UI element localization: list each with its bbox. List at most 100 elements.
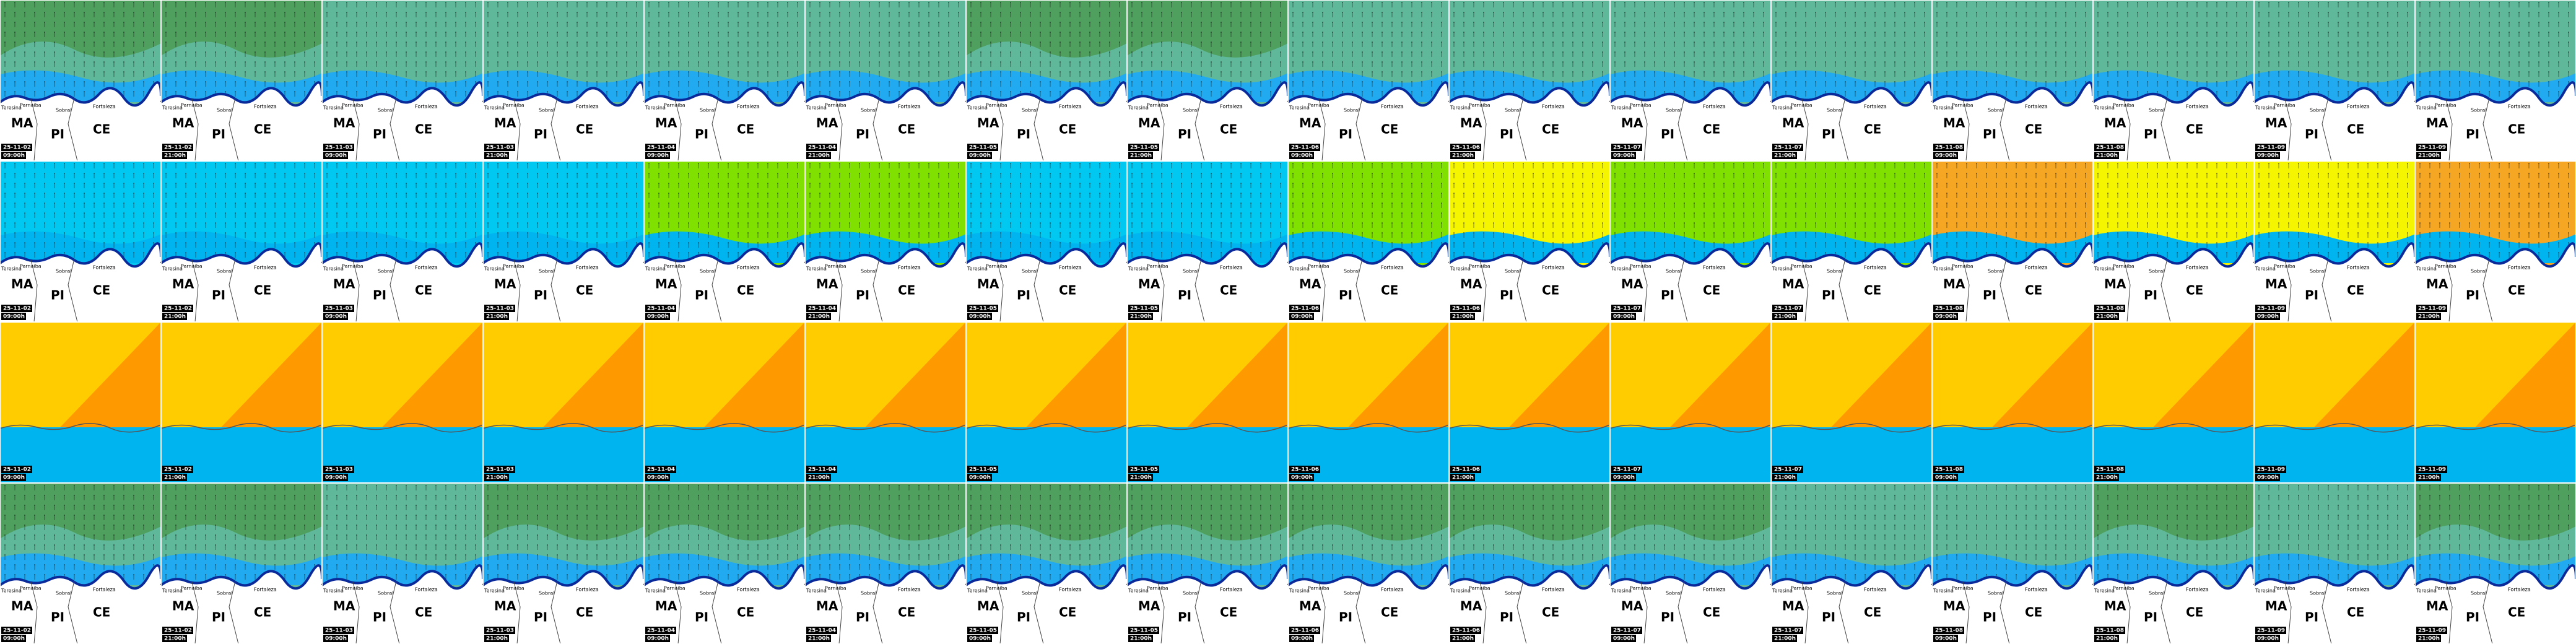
border	[191, 97, 239, 162]
border	[1801, 97, 1849, 162]
date-box	[1, 144, 32, 151]
land	[805, 243, 966, 322]
time-box	[2416, 152, 2441, 159]
state-label: PI	[1983, 127, 1996, 142]
date-box	[1, 627, 32, 634]
state-label: PI	[1339, 288, 1352, 303]
city-label: Teresina	[967, 266, 988, 272]
sea	[966, 427, 1127, 483]
city-label: Parnaíba	[2435, 103, 2456, 108]
date-label: 25-11-04	[808, 145, 836, 151]
city-label: Parnaíba	[20, 586, 41, 591]
city-label: Teresina	[1128, 105, 1149, 111]
city-label: Teresina	[645, 588, 666, 594]
border	[835, 580, 883, 644]
sea	[161, 427, 322, 483]
state-label: PI	[856, 610, 869, 625]
land	[483, 565, 644, 644]
city-label: Sobral	[1988, 269, 2003, 274]
border	[1157, 258, 1205, 323]
land	[1449, 565, 1610, 644]
state-label: PI	[1983, 610, 1996, 625]
time-label: 21:00h	[808, 636, 830, 642]
city-label: Sobral	[2310, 108, 2325, 113]
time-label: 09:00h	[647, 153, 669, 159]
coastline	[965, 242, 1128, 268]
state-label: PI	[373, 127, 386, 142]
border	[1640, 580, 1688, 644]
state-label: MA	[11, 599, 33, 614]
city-label: Fortaleza	[737, 265, 760, 271]
time-box	[2416, 635, 2441, 642]
border	[2123, 97, 2171, 162]
date-label: 25-11-08	[2096, 306, 2124, 312]
state-label: MA	[1138, 277, 1160, 292]
land	[1771, 82, 1932, 161]
time-box	[323, 152, 348, 159]
city-label: Teresina	[1772, 588, 1793, 594]
city-label: Sobral	[1505, 108, 1520, 113]
tile-frame	[966, 161, 1127, 322]
border	[835, 258, 883, 323]
tile-frame	[1449, 0, 1610, 161]
arrow-field	[2093, 483, 2254, 582]
land	[2093, 565, 2254, 644]
city-label: Sobral	[217, 108, 232, 113]
city-label: Teresina	[323, 266, 344, 272]
sea	[1127, 427, 1288, 483]
land	[1288, 82, 1449, 161]
date-box	[484, 627, 515, 634]
date-box	[2255, 144, 2286, 151]
tile-frame	[1610, 322, 1771, 483]
border	[674, 97, 722, 162]
time-box	[484, 313, 509, 320]
time-box	[1772, 152, 1797, 159]
state-label: CE	[1703, 283, 1720, 298]
land	[2254, 565, 2415, 644]
date-label: 25-11-02	[3, 145, 31, 151]
tile-frame	[644, 322, 805, 483]
state-label: MA	[2426, 116, 2448, 131]
city-label: Sobral	[2471, 108, 2486, 113]
city-label: Parnaíba	[1791, 103, 1812, 108]
tile-frame	[1610, 0, 1771, 161]
date-label: 25-11-06	[1291, 145, 1319, 151]
city-label: Sobral	[378, 108, 393, 113]
date-box	[2416, 144, 2447, 151]
city-label: Fortaleza	[576, 265, 599, 271]
date-label: 25-11-07	[1774, 467, 1802, 473]
coastline	[0, 81, 162, 107]
city-label: Fortaleza	[254, 104, 277, 110]
coastline	[321, 81, 484, 107]
tile-frame	[805, 322, 966, 483]
city-label: Teresina	[806, 266, 827, 272]
city-label: Parnaíba	[1791, 264, 1812, 269]
coastline	[2092, 81, 2255, 107]
city-label: Sobral	[2471, 269, 2486, 274]
time-label: 09:00h	[1935, 475, 1957, 481]
state-label: PI	[1661, 288, 1674, 303]
city-label: Teresina	[2255, 105, 2276, 111]
arrow-field	[1449, 483, 1610, 582]
date-label: 25-11-09	[2257, 628, 2285, 634]
city-label: Parnaíba	[342, 264, 363, 269]
state-label: MA	[333, 599, 355, 614]
date-label: 25-11-02	[3, 467, 31, 473]
date-box	[323, 466, 354, 473]
arrow-field	[2415, 0, 2576, 99]
state-label: PI	[695, 288, 708, 303]
city-label: Parnaíba	[1952, 586, 1973, 591]
city-label: Fortaleza	[1864, 104, 1887, 110]
state-label: CE	[576, 283, 593, 298]
city-label: Parnaíba	[20, 264, 41, 269]
tile-frame	[1449, 322, 1610, 483]
time-box	[323, 474, 348, 481]
city-label: Fortaleza	[1542, 104, 1565, 110]
land	[966, 565, 1127, 644]
date-label: 25-11-05	[969, 306, 997, 312]
date-box	[806, 305, 837, 312]
